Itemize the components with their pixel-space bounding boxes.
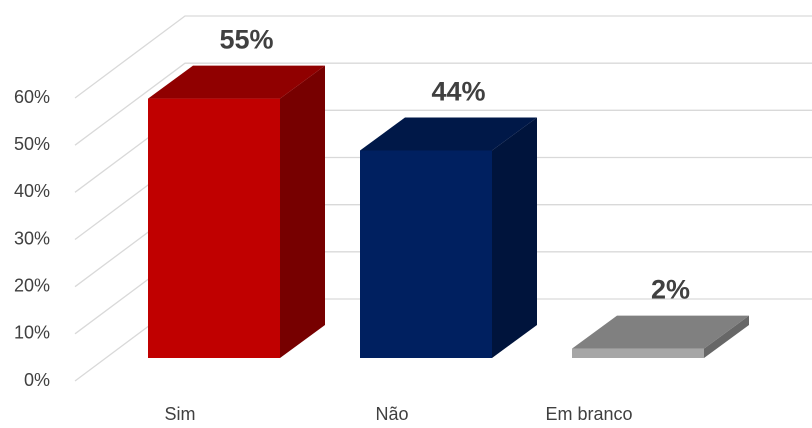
bar-top xyxy=(148,65,325,99)
y-tick-label: 50% xyxy=(14,134,50,154)
y-tick-label: 60% xyxy=(14,87,50,107)
bar-side xyxy=(280,65,325,358)
bar-top xyxy=(360,117,537,151)
x-tick-label: Sim xyxy=(165,404,196,424)
value-label: 55% xyxy=(219,25,273,55)
y-tick-label: 30% xyxy=(14,228,50,248)
bar-side xyxy=(492,117,537,358)
y-tick-label: 40% xyxy=(14,181,50,201)
bar-side xyxy=(704,315,749,358)
bar xyxy=(572,348,704,358)
bar xyxy=(360,150,492,358)
bar xyxy=(148,98,280,358)
y-tick-label: 0% xyxy=(24,370,50,390)
bar-top xyxy=(572,315,749,349)
grid-line xyxy=(74,15,812,99)
value-label: 2% xyxy=(651,275,690,305)
x-tick-label: Não xyxy=(375,404,408,424)
value-label: 44% xyxy=(431,77,485,107)
y-tick-label: 20% xyxy=(14,275,50,295)
x-tick-label: Em branco xyxy=(545,404,632,424)
y-tick-label: 10% xyxy=(14,323,50,343)
grid-line xyxy=(74,62,812,146)
